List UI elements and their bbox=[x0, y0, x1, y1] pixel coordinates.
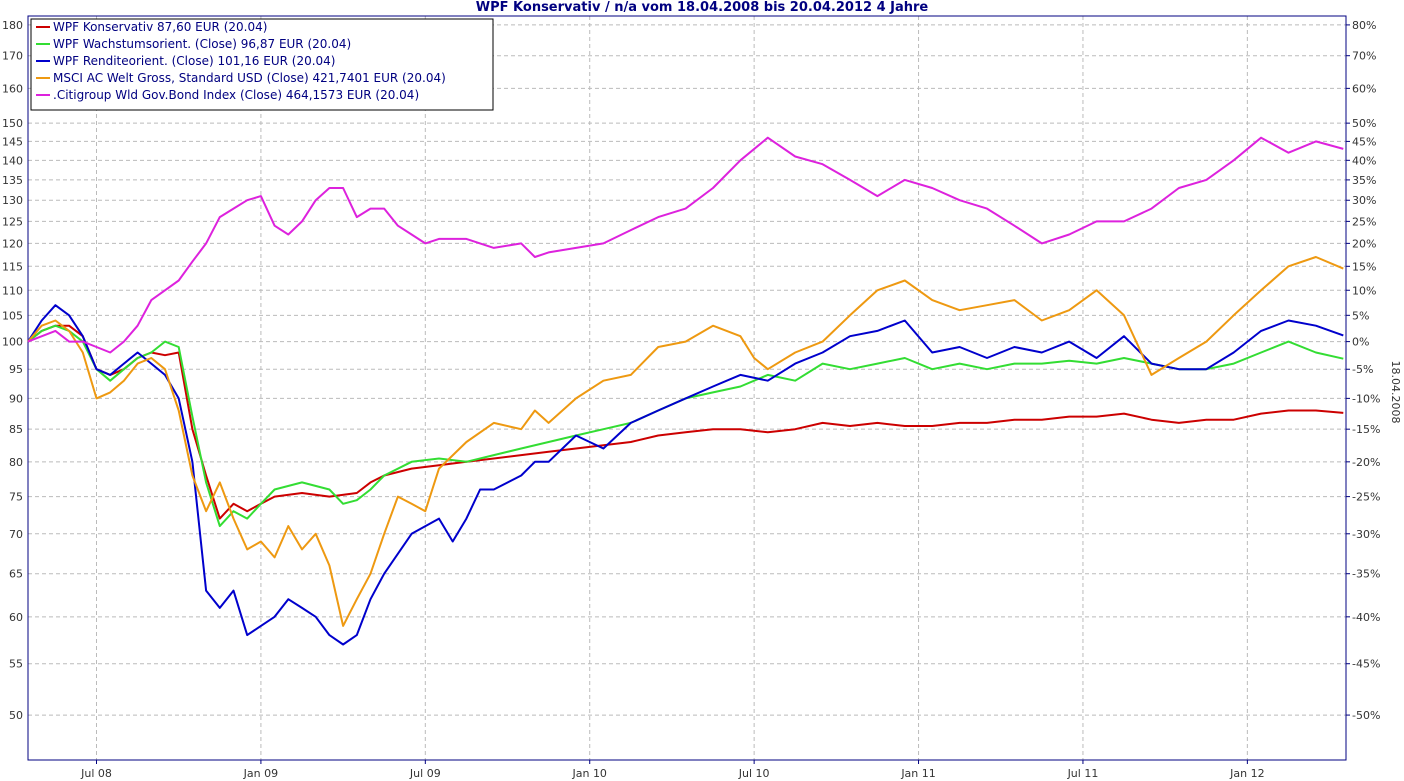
y-right-tick-label: 70% bbox=[1352, 50, 1376, 63]
y-left-tick-label: 50 bbox=[9, 709, 23, 722]
y-left-tick-label: 55 bbox=[9, 658, 23, 671]
x-tick-label: Jul 11 bbox=[1067, 767, 1099, 780]
y-left-tick-label: 145 bbox=[2, 135, 23, 148]
series-line-5 bbox=[27, 136, 1344, 354]
y-left-tick-label: 75 bbox=[9, 491, 23, 504]
series-line-2 bbox=[27, 324, 1344, 528]
series-layer bbox=[27, 136, 1344, 646]
y-left-tick-label: 160 bbox=[2, 82, 23, 95]
y-left-tick-label: 180 bbox=[2, 19, 23, 32]
y-left-tick-label: 170 bbox=[2, 50, 23, 63]
chart-title: WPF Konservativ / n/a vom 18.04.2008 bis… bbox=[475, 0, 929, 15]
y-left-tick-label: 135 bbox=[2, 174, 23, 187]
y-left-tick-label: 130 bbox=[2, 194, 23, 207]
y-right-tick-label: 15% bbox=[1352, 260, 1376, 273]
y-right-tick-label: 35% bbox=[1352, 174, 1376, 187]
y-right-tick-label: 25% bbox=[1352, 215, 1376, 228]
y-right-tick-label: 80% bbox=[1352, 19, 1376, 32]
y-right-tick-label: 50% bbox=[1352, 117, 1376, 130]
y-right-tick-label: 5% bbox=[1352, 309, 1369, 322]
y-left-tick-label: 140 bbox=[2, 154, 23, 167]
side-label: 18.04.2008 bbox=[1389, 361, 1402, 424]
legend-entry: WPF Renditeorient. (Close) 101,16 EUR (2… bbox=[53, 54, 335, 68]
x-tick-label: Jan 09 bbox=[243, 767, 278, 780]
y-right-tick-label: -25% bbox=[1352, 491, 1380, 504]
y-right-tick-label: -50% bbox=[1352, 709, 1380, 722]
y-right-tick-label: -45% bbox=[1352, 658, 1380, 671]
y-left-tick-label: 95 bbox=[9, 363, 23, 376]
x-tick-label: Jan 12 bbox=[1229, 767, 1264, 780]
y-right-tick-label: 0% bbox=[1352, 336, 1369, 349]
axis-layer: 50 55 60 65 70 75 80 85 90 95 100 105 110 115 120 125 13… bbox=[2, 15, 1380, 780]
series-line-3 bbox=[27, 304, 1344, 646]
y-right-tick-label: 60% bbox=[1352, 82, 1376, 95]
y-right-tick-label: 40% bbox=[1352, 154, 1376, 167]
x-tick-label: Jul 08 bbox=[80, 767, 112, 780]
y-left-tick-label: 90 bbox=[9, 392, 23, 405]
y-left-tick-label: 125 bbox=[2, 215, 23, 228]
y-right-tick-label: 45% bbox=[1352, 135, 1376, 148]
y-right-tick-label: 10% bbox=[1352, 284, 1376, 297]
y-left-tick-label: 115 bbox=[2, 260, 23, 273]
legend-box bbox=[30, 18, 494, 111]
x-tick-label: Jan 10 bbox=[571, 767, 606, 780]
y-left-tick-label: 105 bbox=[2, 309, 23, 322]
legend-entry: .Citigroup Wld Gov.Bond Index (Close) 46… bbox=[53, 88, 419, 102]
y-left-tick-label: 110 bbox=[2, 284, 23, 297]
plot-frame bbox=[27, 15, 1347, 761]
y-right-tick-label: 20% bbox=[1352, 237, 1376, 250]
y-right-tick-label: -20% bbox=[1352, 456, 1380, 469]
y-left-tick-label: 65 bbox=[9, 568, 23, 581]
legend-entry: MSCI AC Welt Gross, Standard USD (Close)… bbox=[53, 71, 446, 85]
y-right-tick-label: -15% bbox=[1352, 423, 1380, 436]
y-right-tick-label: -5% bbox=[1352, 363, 1373, 376]
plot-area bbox=[28, 16, 1346, 760]
x-tick-label: Jul 09 bbox=[409, 767, 441, 780]
y-left-tick-label: 70 bbox=[9, 528, 23, 541]
y-right-tick-label: 30% bbox=[1352, 194, 1376, 207]
legend-entry: WPF Konservativ 87,60 EUR (20.04) bbox=[53, 20, 267, 34]
y-left-tick-label: 80 bbox=[9, 456, 23, 469]
y-left-tick-label: 85 bbox=[9, 423, 23, 436]
y-left-tick-label: 100 bbox=[2, 336, 23, 349]
legend: WPF Konservativ 87,60 EUR (20.04) WPF Wac… bbox=[30, 18, 494, 111]
y-right-tick-label: -30% bbox=[1352, 528, 1380, 541]
y-left-tick-label: 60 bbox=[9, 611, 23, 624]
y-right-tick-label: -10% bbox=[1352, 392, 1380, 405]
x-tick-label: Jul 10 bbox=[738, 767, 770, 780]
y-left-tick-label: 120 bbox=[2, 237, 23, 250]
x-tick-label: Jan 11 bbox=[900, 767, 935, 780]
series-line-1 bbox=[27, 324, 1344, 520]
y-left-tick-label: 150 bbox=[2, 117, 23, 130]
y-right-tick-label: -35% bbox=[1352, 568, 1380, 581]
legend-entry: WPF Wachstumsorient. (Close) 96,87 EUR (… bbox=[53, 37, 351, 51]
series-line-4 bbox=[27, 256, 1344, 627]
y-right-tick-label: -40% bbox=[1352, 611, 1380, 624]
